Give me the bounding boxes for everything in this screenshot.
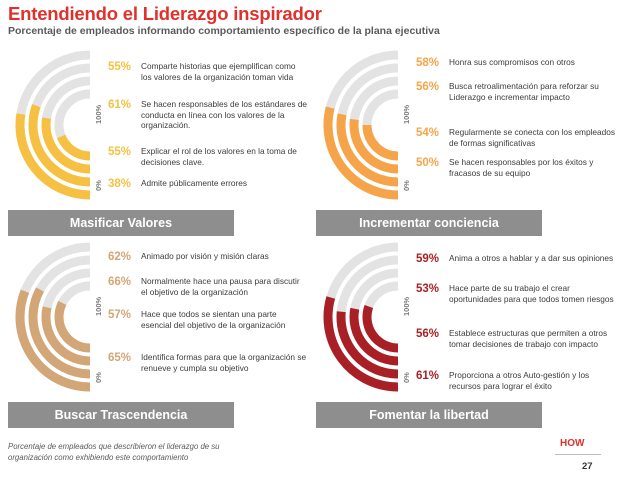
behavior-item: 50% Se hacen responsables por los éxitos … [406, 157, 616, 178]
percent-label: 55% [107, 146, 131, 158]
behavior-item: 55% Explicar el rol de los valores en la … [98, 146, 308, 167]
category-band: Buscar Trascendencia [8, 402, 234, 428]
percent-label: 66% [107, 276, 131, 288]
percent-label: 61% [415, 370, 439, 382]
behavior-text: Animado por visión y misión claras [141, 251, 269, 261]
behavior-text: Anima a otros a hablar y a dar sus opini… [449, 253, 614, 263]
arc-bar [28, 287, 91, 379]
behavior-item: 38% Admite públicamente errores [98, 178, 308, 190]
behavior-item: 56% Establece estructuras que permiten a … [406, 328, 616, 349]
behavior-text: Identifica formas para que la organizaci… [141, 352, 307, 373]
behavior-text: Admite públicamente errores [141, 178, 248, 188]
percent-label: 38% [107, 178, 131, 190]
radial-chart [15, 242, 91, 392]
behavior-text: Establece estructuras que permiten a otr… [449, 328, 608, 349]
behavior-item: 61% Se hacen responsables de los estándar… [98, 99, 308, 131]
arc-bar [336, 311, 399, 379]
behavior-text: Busca retroalimentación para reforzar su… [449, 81, 599, 102]
percent-label: 59% [415, 253, 439, 265]
arc-bar [349, 118, 399, 174]
percent-label: 55% [107, 61, 131, 73]
behavior-text: Se hacen responsables por los éxitos y f… [449, 157, 594, 178]
page-subtitle: Porcentaje de empleados informando compo… [8, 25, 440, 37]
arc-bar [349, 307, 399, 366]
page-title: Entendiendo el Liderazgo inspirador [8, 3, 322, 24]
behavior-item: 61% Proporciona a otros Auto-gestión y lo… [406, 370, 616, 391]
arc-bar [41, 117, 91, 174]
radial-chart [323, 50, 399, 200]
behavior-item: 66% Normalmente hace una pausa para discu… [98, 276, 308, 297]
arc-bar [336, 113, 399, 187]
percent-label: 53% [415, 283, 439, 295]
category-band: Masificar Valores [8, 210, 234, 236]
chart-panel: 100% 0% 59% Anima a otros a hablar y a dar … [316, 237, 616, 428]
behavior-item: 57% Hace que todos se sientan una parte e… [98, 309, 308, 330]
brand-rule [555, 454, 601, 455]
behavior-item: 53% Hace parte de su trabajo el crear opo… [406, 283, 616, 304]
category-band: Incrementar conciencia [316, 210, 542, 236]
percent-label: 56% [415, 328, 439, 340]
behavior-item: 59% Anima a otros a hablar y a dar sus op… [406, 253, 616, 265]
percent-label: 54% [415, 127, 439, 139]
radial-chart [323, 242, 399, 392]
chart-panel: 100% 0% 58% Honra sus compromisos con otros… [316, 45, 616, 236]
behavior-item: 62% Animado por visión y misión claras [98, 251, 308, 263]
category-band: Fomentar la libertad [316, 402, 542, 428]
arc-bar [56, 134, 91, 161]
behavior-item: 58% Honra sus compromisos con otros [406, 57, 616, 69]
arc-bar [323, 296, 399, 392]
behavior-item: 65% Identifica formas para que la organiz… [98, 352, 308, 373]
arc-bar [15, 289, 91, 392]
behavior-item: 56% Busca retroalimentación para reforzar… [406, 81, 616, 102]
scale-max-label: 100% [402, 104, 411, 124]
arc-bar [362, 304, 399, 353]
arc-bar [54, 300, 91, 353]
behavior-text: Comparte historias que ejemplifican como… [141, 61, 296, 82]
footnote: Porcentaje de empleados que describieron… [8, 442, 220, 462]
behavior-text: Hace que todos se sientan una parte esen… [141, 309, 286, 330]
percent-label: 65% [107, 352, 131, 364]
behavior-item: 55% Comparte historias que ejemplifican c… [98, 61, 308, 82]
behavior-text: Explicar el rol de los valores en la tom… [141, 146, 297, 167]
arc-bar [323, 106, 399, 200]
brand-logo: HOW [560, 438, 585, 449]
arc-bar [362, 124, 399, 161]
percent-label: 61% [107, 99, 131, 111]
page-number: 27 [582, 461, 593, 472]
arc-bar [15, 113, 91, 200]
radial-chart [15, 50, 91, 200]
behavior-text: Regularmente se conecta con los empleado… [449, 127, 616, 148]
scale-min-label: 0% [402, 180, 411, 191]
percent-label: 50% [415, 157, 439, 169]
arc-bar [28, 104, 91, 187]
behavior-text: Honra sus compromisos con otros [449, 57, 575, 67]
behavior-text: Proporciona a otros Auto-gestión y los r… [449, 370, 590, 391]
behavior-item: 54% Regularmente se conecta con los emple… [406, 127, 616, 148]
behavior-text: Se hacen responsables de los estándares … [141, 99, 308, 131]
behavior-text: Hace parte de su trabajo el crear oportu… [449, 283, 614, 304]
chart-panel: 100% 0% 55% Comparte historias que ejemplif… [8, 45, 308, 236]
behavior-text: Normalmente hace una pausa para discutir… [141, 276, 300, 297]
percent-label: 58% [415, 57, 439, 69]
percent-label: 62% [107, 251, 131, 263]
percent-label: 56% [415, 81, 439, 93]
percent-label: 57% [107, 309, 131, 321]
chart-panel: 100% 0% 62% Animado por visión y misión cla… [8, 237, 308, 428]
arc-bar [41, 306, 91, 366]
scale-min-label: 0% [94, 372, 103, 383]
